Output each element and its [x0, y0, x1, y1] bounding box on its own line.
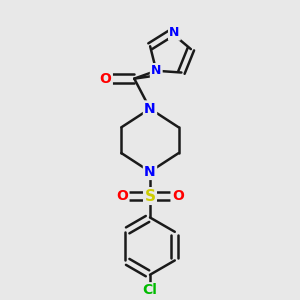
Text: O: O: [172, 189, 184, 203]
Text: N: N: [169, 26, 180, 39]
Text: O: O: [116, 189, 128, 203]
Text: O: O: [100, 72, 112, 86]
Text: Cl: Cl: [142, 284, 158, 298]
Text: N: N: [144, 165, 156, 179]
Text: N: N: [151, 64, 161, 77]
Text: N: N: [144, 102, 156, 116]
Text: S: S: [145, 188, 155, 203]
